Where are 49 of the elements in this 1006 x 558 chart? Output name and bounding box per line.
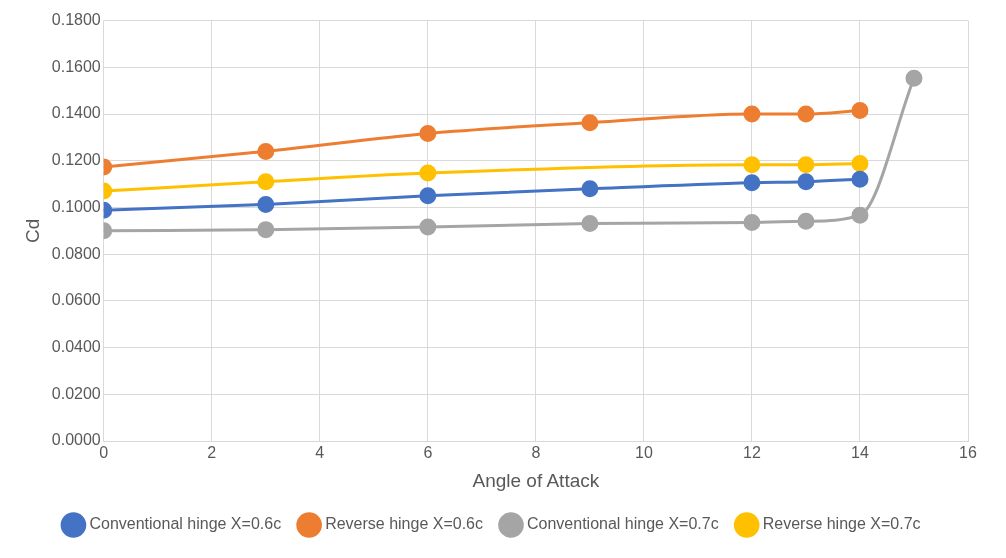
point <box>419 218 437 236</box>
point <box>797 212 815 230</box>
legend-label: Reverse hinge X=0.6c <box>325 515 483 533</box>
point <box>797 173 815 191</box>
point <box>257 195 275 213</box>
point <box>851 102 869 120</box>
y-tick-label: 0.0200 <box>51 384 101 402</box>
point <box>257 142 275 160</box>
y-tick-label: 0.0400 <box>51 337 101 355</box>
y-tick-label: 0.0000 <box>51 431 101 449</box>
x-tick-label: 16 <box>959 444 977 462</box>
x-axis-title: Angle of Attack <box>472 469 600 491</box>
point <box>419 164 437 182</box>
x-tick-label: 14 <box>851 444 869 462</box>
legend-label: Reverse hinge X=0.7c <box>762 515 921 533</box>
legend-label: Conventional hinge X=0.6c <box>89 515 282 533</box>
point <box>743 156 761 174</box>
point <box>743 105 761 123</box>
point <box>851 206 869 224</box>
point <box>797 156 815 174</box>
y-tick-label: 0.1800 <box>51 11 101 29</box>
x-tick-label: 4 <box>315 444 325 462</box>
y-tick-label: 0.1400 <box>51 104 101 122</box>
x-tick-label: 0 <box>99 444 109 462</box>
point <box>797 105 815 123</box>
point <box>743 213 761 231</box>
point <box>851 170 869 188</box>
point <box>257 221 275 239</box>
y-tick-label: 0.0600 <box>51 291 101 309</box>
point <box>419 187 437 205</box>
point <box>257 173 275 191</box>
y-tick-label: 0.0800 <box>51 244 101 262</box>
x-tick-label: 8 <box>531 444 541 462</box>
x-tick-label: 6 <box>423 444 433 462</box>
y-tick-label: 0.1200 <box>51 151 101 169</box>
x-tick-label: 2 <box>207 444 217 462</box>
point <box>419 124 437 142</box>
legend-label: Conventional hinge X=0.7c <box>527 515 719 533</box>
point <box>851 155 869 173</box>
point <box>743 174 761 192</box>
point <box>581 180 599 198</box>
x-tick-label: 12 <box>743 444 761 462</box>
point <box>581 114 599 132</box>
y-tick-label: 0.1600 <box>51 57 101 75</box>
y-axis-title: Cd <box>21 218 43 243</box>
x-tick-label: 10 <box>635 444 653 462</box>
point <box>581 215 599 233</box>
point <box>905 69 923 87</box>
y-tick-label: 0.1000 <box>51 197 101 215</box>
